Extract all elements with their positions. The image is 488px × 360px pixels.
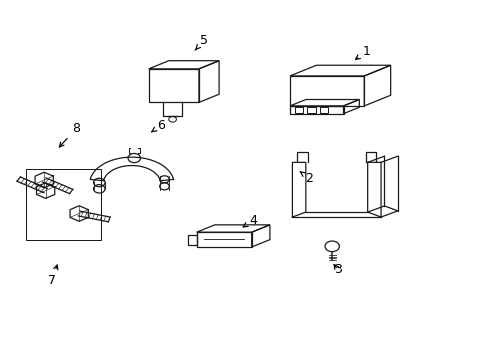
Text: 8: 8 — [59, 122, 80, 147]
Bar — [294, 107, 303, 113]
Text: 6: 6 — [151, 119, 164, 132]
Bar — [187, 235, 196, 244]
Text: 2: 2 — [300, 172, 312, 185]
Text: 3: 3 — [333, 264, 341, 276]
Text: 7: 7 — [48, 265, 58, 287]
Text: 4: 4 — [243, 214, 257, 227]
Bar — [306, 107, 315, 113]
Text: 5: 5 — [195, 34, 207, 50]
Text: 1: 1 — [355, 45, 370, 59]
Bar — [319, 107, 328, 113]
Bar — [26, 170, 101, 240]
